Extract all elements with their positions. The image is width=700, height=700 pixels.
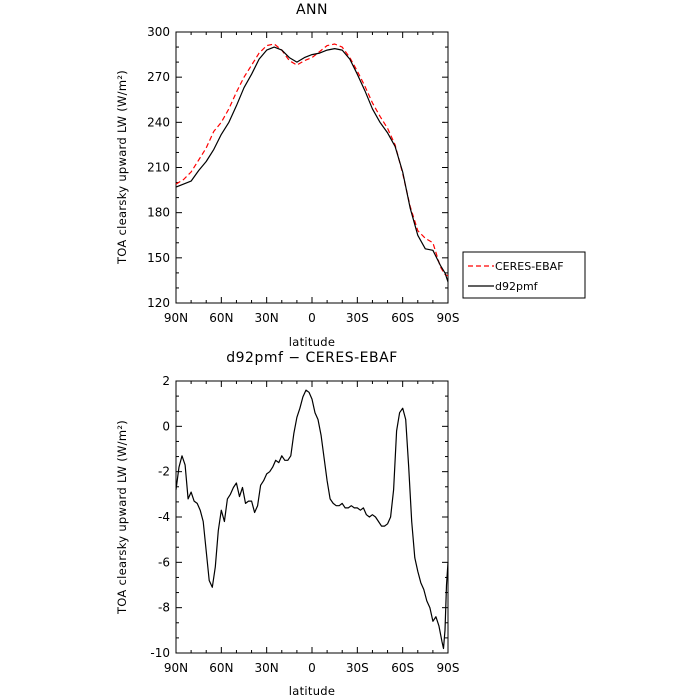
bottom-ytick-label: 0 xyxy=(162,419,170,433)
top-xtick-label: 30S xyxy=(346,311,369,325)
top-lines xyxy=(175,43,449,283)
bottom-xtick-label: 90S xyxy=(437,661,460,675)
top-xtick-label: 0 xyxy=(308,311,316,325)
bottom-ytick-label: -6 xyxy=(158,555,170,569)
bottom-xtick-label: 0 xyxy=(308,661,316,675)
top-ylabel: TOA clearsky upward LW (W/m²) xyxy=(115,70,129,265)
top-series-ceres-ebaf-line xyxy=(175,43,449,277)
bottom-ytick-label: -2 xyxy=(158,465,170,479)
bottom-ytick-label: -8 xyxy=(158,601,170,615)
bottom-xtick-label: 30N xyxy=(255,661,279,675)
top-panel: ANN 90N 60N 30N 0 30S 60S 90S 120 150 180 210 240 27… xyxy=(115,2,586,349)
top-ticks: 90N 60N 30N 0 30S 60S 90S 120 150 180 210 240 270 300 xyxy=(147,25,459,325)
top-xlabel: latitude xyxy=(289,335,336,349)
legend-label-model: d92pmf xyxy=(495,280,539,293)
bottom-lines xyxy=(175,389,449,650)
bottom-xtick-label: 60S xyxy=(391,661,414,675)
top-plot-frame xyxy=(175,31,449,304)
bottom-ylabel: TOA clearsky upward LW (W/m²) xyxy=(115,420,129,615)
bottom-xlabel: latitude xyxy=(289,684,336,698)
top-xtick-label: 90N xyxy=(164,311,188,325)
top-ytick-label: 150 xyxy=(147,251,170,265)
top-xtick-label: 30N xyxy=(255,311,279,325)
top-series-d92pmf-line xyxy=(175,46,449,283)
bottom-ytick-label: -10 xyxy=(150,646,170,660)
bottom-plot-frame xyxy=(175,380,449,654)
bottom-xtick-label: 60N xyxy=(209,661,233,675)
top-xtick-label: 60N xyxy=(209,311,233,325)
top-xtick-label: 60S xyxy=(391,311,414,325)
bottom-panel: d92pmf − CERES-EBAF 90N 60N 30N 0 30S 60S 90S -… xyxy=(115,350,459,698)
bottom-xtick-label: 30S xyxy=(346,661,369,675)
top-legend: CERES-EBAF d92pmf xyxy=(462,251,586,299)
top-title: ANN xyxy=(296,2,328,18)
top-ytick-label: 240 xyxy=(147,115,170,129)
bottom-series-difference-line xyxy=(175,389,449,650)
top-xtick-label: 90S xyxy=(437,311,460,325)
bottom-xtick-label: 90N xyxy=(164,661,188,675)
top-ytick-label: 300 xyxy=(147,25,170,39)
bottom-ticks: 90N 60N 30N 0 30S 60S 90S -10 -8 -6 -4 -2 0 2 xyxy=(150,374,459,675)
bottom-ytick-label: -4 xyxy=(158,510,170,524)
legend-label-ceres: CERES-EBAF xyxy=(495,260,564,273)
legend-box xyxy=(462,251,586,299)
top-ytick-label: 180 xyxy=(147,206,170,220)
top-ytick-label: 270 xyxy=(147,70,170,84)
top-ytick-label: 120 xyxy=(147,296,170,310)
bottom-title: d92pmf − CERES-EBAF xyxy=(226,350,398,366)
bottom-ytick-label: 2 xyxy=(162,374,170,388)
top-ytick-label: 210 xyxy=(147,161,170,175)
